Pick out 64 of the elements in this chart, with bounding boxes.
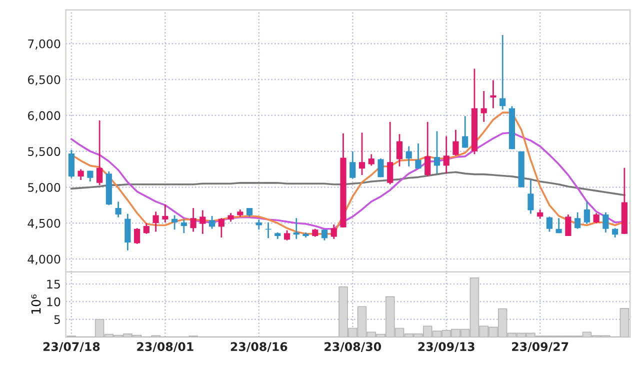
candlestick — [593, 212, 600, 224]
candlestick — [284, 230, 290, 242]
candlestick — [368, 153, 374, 166]
candlestick — [96, 120, 103, 186]
candlestick — [78, 168, 84, 181]
candlestick — [152, 210, 159, 232]
candlestick — [171, 214, 178, 230]
candlestick — [443, 136, 450, 174]
candlestick — [565, 214, 572, 237]
candlestick — [143, 222, 150, 235]
candlestick — [321, 228, 328, 242]
y-tick-label: 5,000 — [28, 182, 60, 194]
candlestick — [434, 130, 440, 174]
x-tick-label: 23/08/01 — [137, 342, 194, 352]
candlestick — [528, 179, 534, 214]
candlestick — [406, 146, 412, 168]
candlestick — [68, 149, 74, 179]
x-tick-label: 23/08/30 — [324, 342, 382, 352]
candlestick — [500, 34, 506, 110]
candlestick — [574, 212, 581, 230]
candlestick — [358, 132, 366, 176]
candlestick — [87, 170, 94, 182]
candlestick — [378, 158, 384, 178]
candlestick — [350, 150, 356, 180]
candlestick — [602, 212, 609, 234]
candlestick — [556, 217, 562, 234]
y-tick-label: 4,000 — [28, 254, 60, 265]
y-tick-label: 10 — [47, 297, 60, 306]
y-tick-label: 5 — [54, 315, 60, 324]
candlestick — [134, 227, 140, 245]
candlestick — [256, 218, 262, 230]
candlestick — [546, 216, 552, 232]
y-tick-label: 6,000 — [28, 111, 60, 122]
candlestick — [162, 204, 168, 224]
candlestick — [180, 218, 187, 234]
candlestick — [452, 129, 459, 156]
candlestick — [480, 90, 487, 123]
y-tick-label: 4,500 — [28, 218, 60, 229]
candlestick — [190, 207, 196, 232]
candlestick — [330, 224, 337, 240]
candlestick — [462, 115, 468, 148]
candlestick — [584, 200, 590, 225]
candlestick — [612, 227, 618, 238]
y-tick-label: 15 — [47, 280, 60, 289]
candlestick — [537, 208, 544, 220]
x-tick-label: 23/07/18 — [43, 342, 100, 352]
candlestick — [396, 133, 403, 168]
candlestick — [115, 200, 122, 218]
y-tick-label: 7,000 — [28, 39, 60, 50]
y-tick-label: 6,500 — [28, 75, 60, 86]
x-tick-label: 23/08/16 — [230, 342, 288, 352]
candlestick — [424, 121, 431, 178]
candlestick — [387, 121, 394, 186]
y-axis-title: 10⁶ — [31, 294, 41, 314]
x-tick-label: 23/09/27 — [512, 342, 568, 352]
candlestick — [415, 142, 422, 170]
candlestick — [200, 210, 206, 235]
candlestick — [124, 213, 131, 252]
x-tick-label: 23/09/13 — [418, 342, 474, 352]
candlestick — [208, 215, 216, 230]
candlestick — [218, 217, 224, 238]
candlestick — [490, 80, 496, 109]
candlestick — [293, 217, 300, 240]
y-tick-label: 5,500 — [28, 147, 60, 158]
